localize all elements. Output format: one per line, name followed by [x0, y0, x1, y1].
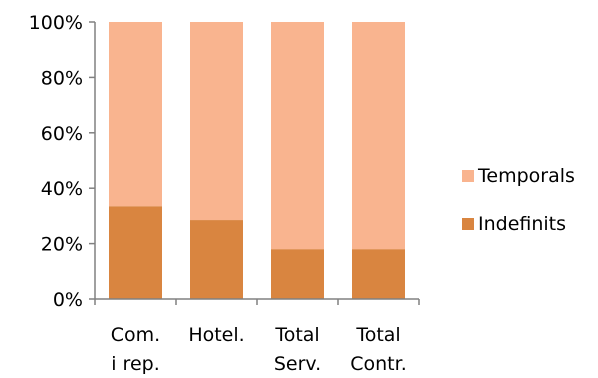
- y-tick-label: 80%: [41, 67, 83, 89]
- y-tick-label: 0%: [53, 289, 83, 311]
- y-axis: 0% 20% 40% 60% 80% 100%: [29, 12, 96, 311]
- x-category-label: Total Contr.: [350, 324, 407, 375]
- bar-temporals-3: [352, 22, 405, 250]
- legend-swatch-indefinits: [462, 218, 474, 230]
- y-tick-label: 40%: [41, 178, 83, 200]
- y-tick-label: 100%: [29, 12, 83, 34]
- bar-indefinits-3: [352, 249, 405, 299]
- x-category-label: Hotel.: [188, 324, 244, 346]
- bar-temporals-2: [271, 22, 324, 250]
- legend-label-temporals: Temporals: [478, 165, 575, 187]
- bar-indefinits-2: [271, 249, 324, 299]
- legend-item-indefinits: Indefinits: [462, 212, 575, 236]
- bar-indefinits-0: [109, 206, 162, 299]
- x-axis: Com. i rep. Hotel. Total Serv. Total Contr.: [94, 298, 420, 375]
- y-tick-label: 60%: [41, 123, 83, 145]
- bar-temporals-1: [190, 22, 243, 221]
- bars: [109, 22, 405, 299]
- legend-item-temporals: Temporals: [462, 164, 575, 188]
- bar-temporals-0: [109, 22, 162, 207]
- y-tick-label: 20%: [41, 234, 83, 256]
- x-category-label: Total Serv.: [274, 324, 321, 375]
- x-category-label: Com. i rep.: [111, 324, 160, 375]
- legend: Temporals Indefinits: [462, 164, 575, 260]
- legend-swatch-temporals: [462, 170, 474, 182]
- legend-label-indefinits: Indefinits: [478, 213, 567, 235]
- bar-indefinits-1: [190, 220, 243, 299]
